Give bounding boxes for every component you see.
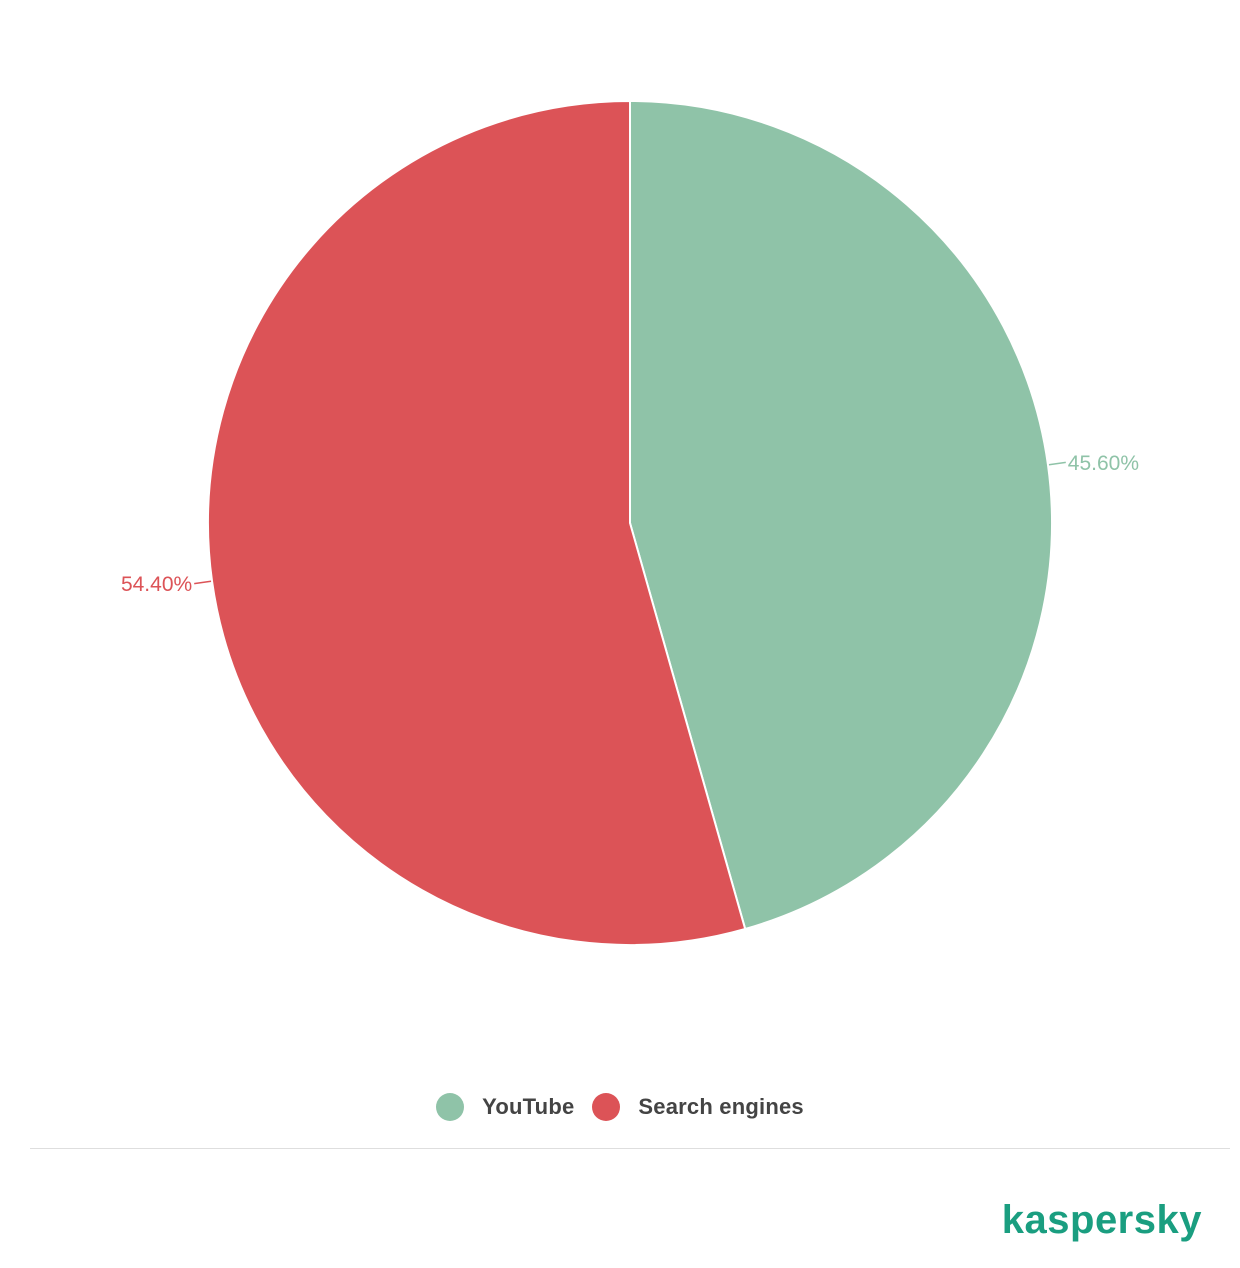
kaspersky-logo: kaspersky: [1001, 1198, 1202, 1242]
leader-line-youtube: [1048, 461, 1066, 466]
pie-slice-search-engines[interactable]: [207, 99, 747, 946]
legend-item-search-engines[interactable]: Search engines: [592, 1093, 804, 1121]
pie-chart: 45.60% 54.40%: [121, 99, 1139, 946]
leader-line-search-engines: [194, 580, 212, 585]
legend-label-youtube: YouTube: [482, 1094, 575, 1119]
data-label-youtube: 45.60%: [1068, 452, 1139, 475]
legend-swatch-search-engines: [592, 1093, 621, 1121]
legend-item-youtube[interactable]: YouTube: [436, 1093, 574, 1121]
data-label-search-engines: 54.40%: [121, 573, 192, 596]
pie-slice-youtube[interactable]: [629, 99, 1053, 931]
legend-label-search-engines: Search engines: [638, 1094, 804, 1119]
legend-swatch-youtube: [436, 1093, 465, 1121]
chart-legend: YouTube Search engines: [0, 1093, 1240, 1121]
footer-divider: [30, 1148, 1230, 1149]
